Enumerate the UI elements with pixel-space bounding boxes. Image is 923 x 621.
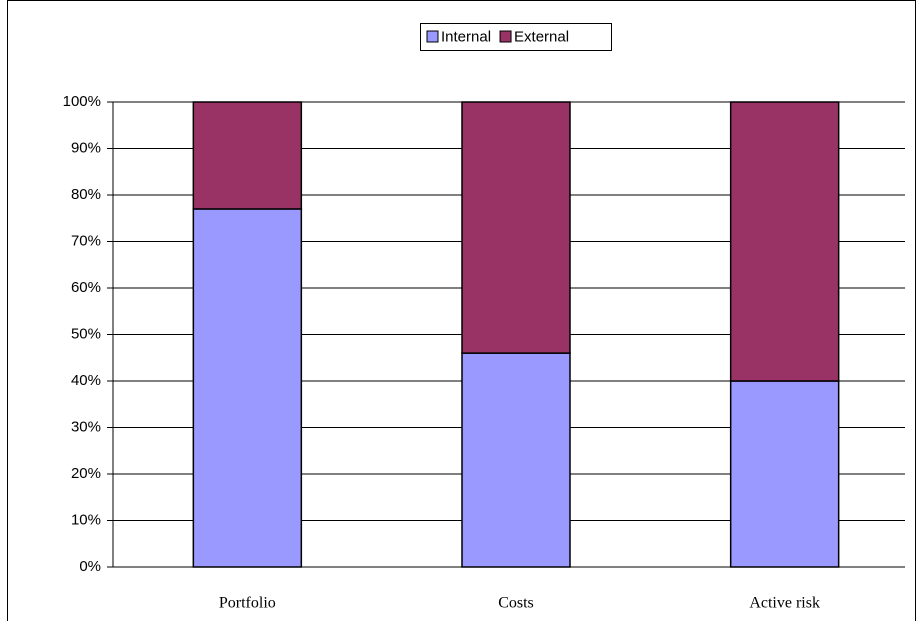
y-tick-label: 60% [71,279,101,296]
legend-label: External [514,28,569,45]
y-tick-label: 100% [63,93,101,110]
x-tick-label: Costs [498,595,534,612]
legend-box [420,23,612,51]
legend-swatch [426,30,439,43]
y-tick-label: 10% [71,511,101,528]
y-tick-label: 0% [79,558,101,575]
y-tick-label: 80% [71,186,101,203]
x-tick-label: Active risk [749,595,820,612]
y-tick-label: 50% [71,325,101,342]
y-tick-label: 90% [71,139,101,156]
bar-segment [729,380,840,568]
bar-segment [192,101,303,210]
bar-segment [192,208,303,568]
x-tick-label: Portfolio [219,595,276,612]
y-tick-label: 40% [71,372,101,389]
legend-swatch [499,30,512,43]
bar-segment [461,352,571,568]
y-tick-label: 20% [71,465,101,482]
legend-label: Internal [441,28,491,45]
bar-segment [729,101,840,382]
y-tick-label: 70% [71,232,101,249]
y-tick-label: 30% [71,418,101,435]
bar-segment [461,101,571,354]
